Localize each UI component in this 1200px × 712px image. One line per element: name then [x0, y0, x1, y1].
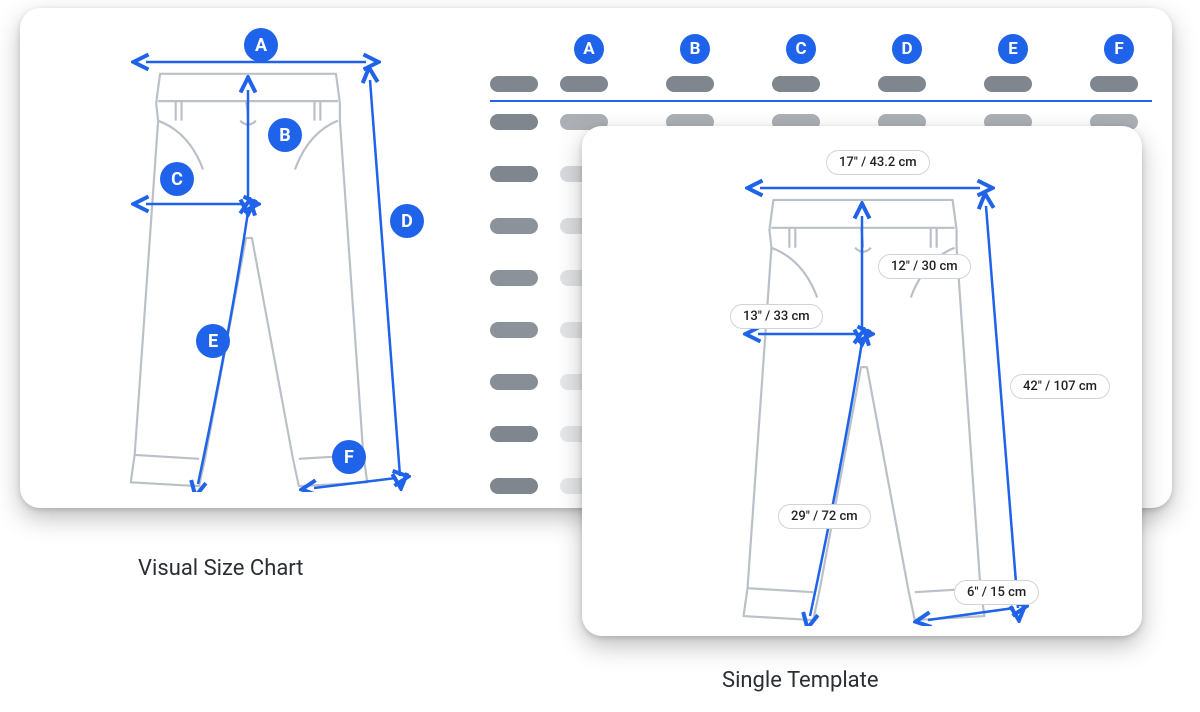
measure-badge-a: A — [244, 28, 278, 62]
single-template-card: 17" / 43.2 cm 12" / 30 cm 13" / 33 cm 42" /… — [582, 126, 1142, 636]
skeleton-pill — [490, 166, 538, 182]
skeleton-pill — [490, 218, 538, 234]
skeleton-pill — [666, 76, 714, 92]
table-col-badge-b: B — [680, 34, 710, 64]
measure-hem: 6" / 15 cm — [954, 580, 1039, 605]
measure-waist: 17" / 43.2 cm — [826, 150, 930, 175]
skeleton-pill — [490, 374, 538, 390]
measure-badge-f: F — [332, 440, 366, 474]
skeleton-pill — [490, 114, 538, 130]
skeleton-pill — [490, 270, 538, 286]
skeleton-pill — [560, 76, 608, 92]
skeleton-pill — [984, 76, 1032, 92]
table-header-rule — [490, 100, 1152, 102]
measure-thigh: 13" / 33 cm — [730, 304, 823, 329]
table-col-badge-d: D — [892, 34, 922, 64]
measure-inseam: 29" / 72 cm — [778, 504, 871, 529]
table-col-badge-a: A — [574, 34, 604, 64]
skeleton-pill — [1090, 76, 1138, 92]
pants-diagram-measured — [702, 156, 1042, 626]
measure-outseam: 42" / 107 cm — [1010, 374, 1110, 399]
measure-badge-e: E — [196, 324, 230, 358]
pants-diagram-labeled: ABCDEF — [98, 32, 418, 492]
skeleton-pill — [490, 478, 538, 494]
skeleton-pill — [490, 322, 538, 338]
measure-badge-b: B — [268, 118, 302, 152]
skeleton-pill — [772, 76, 820, 92]
table-col-badge-c: C — [786, 34, 816, 64]
measure-badge-c: C — [160, 162, 194, 196]
caption-visual: Visual Size Chart — [138, 556, 303, 581]
skeleton-pill — [878, 76, 926, 92]
caption-single: Single Template — [722, 668, 879, 693]
table-col-badge-f: F — [1104, 34, 1134, 64]
measure-badge-d: D — [390, 204, 424, 238]
table-col-badge-e: E — [998, 34, 1028, 64]
skeleton-pill — [490, 76, 538, 92]
skeleton-pill — [490, 426, 538, 442]
measure-rise: 12" / 30 cm — [878, 254, 971, 279]
